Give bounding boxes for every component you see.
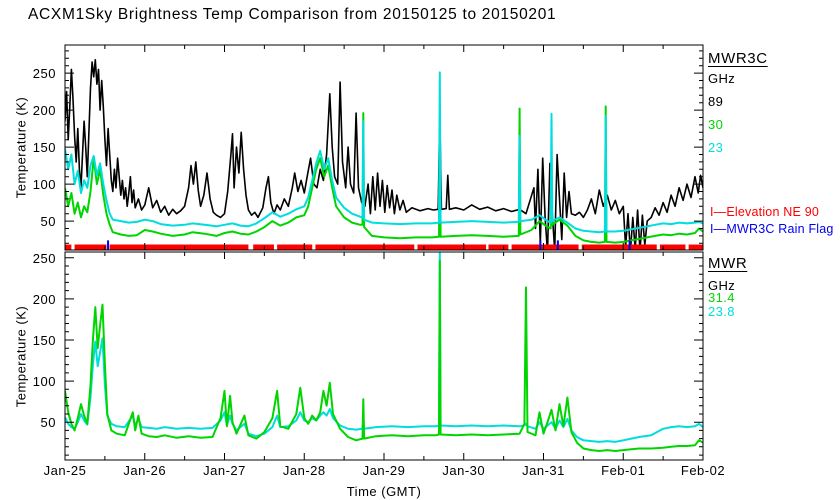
series-23-8-ghz	[65, 252, 703, 443]
x-tick-label: Jan-25	[43, 463, 87, 478]
legend-top-subtitle: GHz	[708, 71, 736, 86]
panel-mwr-series	[65, 252, 703, 452]
x-tick-label: Jan-28	[282, 463, 326, 478]
y-tick-label: 150	[32, 332, 56, 348]
elevation-legend: I—Elevation NE 90	[710, 205, 820, 219]
rain-flag-legend: I—MWR3C Rain Flag	[710, 222, 834, 236]
panel-border	[64, 44, 704, 251]
legend-bottom-subtitle: GHz	[708, 278, 736, 293]
series-23-ghz	[65, 71, 703, 234]
x-tick-label: Jan-27	[203, 463, 246, 478]
y-tick-label: 100	[32, 374, 56, 390]
series-30-ghz	[65, 105, 703, 244]
panel-mwr3c-series	[65, 58, 703, 250]
x-tick-label: Jan-31	[522, 463, 565, 478]
series-89-ghz	[65, 58, 703, 250]
series-31-4-ghz	[65, 260, 703, 452]
x-tick-label: Jan-29	[362, 463, 406, 478]
y-tick-label: 150	[32, 140, 56, 156]
x-axis-label: Time (GMT)	[346, 484, 422, 499]
y-tick-label: 250	[32, 66, 56, 82]
legend-channel-31-4: 31.4	[708, 290, 735, 305]
x-tick-label: Feb-02	[680, 463, 726, 478]
legend-channel-23: 23	[708, 140, 724, 155]
y-tick-label: 200	[32, 103, 56, 119]
legend-top-channels: 89 30 23	[708, 94, 723, 163]
y-tick-label: 250	[32, 250, 56, 266]
y-tick-label: 200	[32, 291, 56, 307]
y-tick-label: 100	[32, 177, 56, 193]
panel-border	[64, 251, 704, 461]
legend-bottom-title: MWR	[708, 255, 748, 272]
legend-channel-23-8: 23.8	[708, 304, 735, 319]
legend-bottom-channels: 31.4 23.8	[708, 291, 735, 319]
y-axis-label-bottom: Temperature (K)	[13, 305, 29, 408]
chart-title: ACXM1Sky Brightness Temp Comparison from…	[28, 6, 557, 23]
x-tick-label: Jan-26	[123, 463, 167, 478]
y-tick-label: 50	[40, 214, 56, 230]
y-tick-label: 50	[40, 415, 56, 431]
legend-channel-30: 30	[708, 117, 724, 132]
legend-channel-89: 89	[708, 94, 724, 109]
legend-top-title: MWR3C	[708, 50, 768, 67]
x-tick-label: Jan-30	[442, 463, 486, 478]
x-tick-label: Feb-01	[601, 463, 646, 478]
